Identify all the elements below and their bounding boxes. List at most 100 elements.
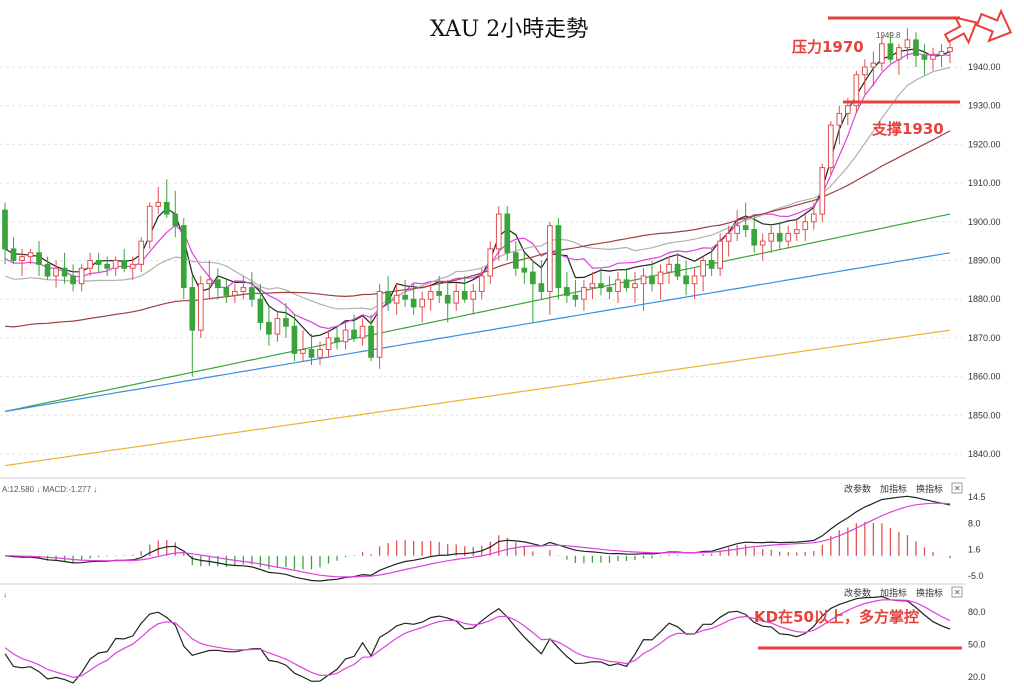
macd-y-ticks: 14.5 8.0 1.6 -5.0	[968, 492, 986, 581]
candle-body	[879, 43, 885, 64]
kd-y-ticks: 80.0 50.0 20.0	[968, 607, 986, 682]
candle-body	[581, 287, 587, 300]
macd-toolbar: 改参数 加指标 换指标 ✕	[844, 482, 963, 495]
y-tick-label: 1880.00	[968, 294, 1001, 304]
candle-body	[793, 229, 800, 234]
macd-y-tick-label: 8.0	[968, 518, 981, 528]
top-price-label: 1949.8	[876, 31, 901, 40]
candle-body	[368, 325, 374, 358]
candle-body	[844, 105, 851, 114]
candle-body	[189, 287, 196, 331]
ma-line	[4, 329, 951, 467]
candle-body	[930, 54, 936, 60]
candle-body	[640, 275, 647, 285]
arrow-right-icon	[943, 16, 978, 45]
change-params-button[interactable]: 改参数	[844, 587, 871, 599]
ma-line	[4, 213, 951, 412]
y-tick-label: 1930.00	[968, 101, 1001, 111]
candle-body	[683, 275, 689, 285]
candle-body	[742, 225, 749, 231]
candle-body	[495, 213, 502, 250]
kd-arrow-icon: ↓	[3, 590, 7, 599]
y-tick-label: 1910.00	[968, 178, 1001, 188]
candle-body	[734, 225, 741, 234]
support-label: 支撑1930	[871, 120, 944, 138]
macd-header: A:12.580 ↓ MACD:-1.277 ↓	[2, 485, 97, 494]
candle-body	[862, 66, 868, 76]
candle-body	[657, 271, 664, 285]
kd-y-tick-label: 50.0	[968, 640, 986, 650]
ma-line	[4, 66, 951, 311]
close-icon[interactable]	[951, 482, 963, 494]
candle-body	[95, 260, 102, 265]
y-tick-label: 1890.00	[968, 256, 1001, 266]
y-tick-label: 1860.00	[968, 372, 1001, 382]
candle-body	[317, 349, 323, 358]
macd-y-tick-label: -5.0	[968, 571, 984, 581]
candle-body	[853, 74, 860, 107]
candle-body	[802, 221, 809, 231]
candle-body	[538, 283, 545, 292]
candle-body	[870, 62, 877, 68]
candle-body	[606, 287, 613, 292]
candle-body	[529, 271, 536, 285]
price-grid	[0, 66, 962, 455]
moving-average-lines	[4, 48, 951, 467]
candle-body	[351, 329, 357, 339]
candle-body	[768, 232, 775, 242]
candle-body	[61, 267, 68, 277]
candle-body	[444, 294, 451, 304]
candle-body	[249, 287, 255, 300]
candle-body	[904, 39, 911, 49]
candle-body	[913, 39, 919, 56]
macd-dea-line	[4, 502, 951, 578]
y-tick-label: 1850.00	[968, 410, 1001, 420]
switch-indicator-button[interactable]: 换指标	[916, 483, 943, 495]
ma-line	[4, 48, 951, 338]
candle-body	[78, 267, 85, 285]
candle-body	[334, 337, 340, 343]
candle-body	[385, 290, 391, 304]
candle-body	[240, 287, 247, 292]
candle-body	[266, 321, 272, 335]
candle-body	[666, 263, 672, 273]
candle-body	[283, 318, 289, 327]
y-tick-label: 1870.00	[968, 333, 1001, 343]
candle-body	[146, 205, 153, 242]
candle-body	[87, 260, 93, 269]
macd-series	[4, 495, 951, 582]
switch-indicator-button[interactable]: 换指标	[916, 587, 943, 599]
add-indicator-button[interactable]: 加指标	[880, 483, 907, 495]
candle-body	[564, 287, 570, 296]
candle-body	[359, 325, 366, 339]
candle-body	[180, 225, 187, 289]
candle-body	[2, 209, 8, 250]
resistance-label: 压力1970	[792, 38, 864, 56]
y-tick-label: 1900.00	[968, 217, 1001, 227]
ma-line	[4, 252, 951, 412]
candle-body	[700, 260, 706, 277]
macd-y-tick-label: 1.6	[968, 544, 981, 554]
candle-body	[274, 318, 281, 335]
candle-body	[300, 349, 306, 354]
candle-body	[461, 290, 468, 300]
close-label: ✕	[954, 588, 961, 597]
add-indicator-button[interactable]: 加指标	[880, 587, 907, 599]
candle-body	[291, 325, 298, 354]
candle-body	[555, 225, 562, 289]
candle-body	[163, 201, 170, 215]
candle-body	[623, 279, 630, 289]
close-icon[interactable]	[951, 586, 963, 598]
price-y-ticks: 1940.00 1930.00 1920.00 1910.00 1900.00 1890.…	[968, 62, 1001, 459]
candle-body	[138, 240, 145, 265]
candle-body	[589, 283, 596, 289]
candle-body	[308, 349, 315, 358]
candle-body	[206, 279, 213, 285]
ma-line	[4, 130, 951, 328]
candle-body	[938, 51, 945, 56]
candle-body	[376, 290, 383, 358]
candle-body	[129, 263, 136, 269]
candle-body	[827, 124, 834, 169]
change-params-button[interactable]: 改参数	[844, 483, 871, 495]
chart-title: XAU 2小時走勢	[430, 17, 588, 42]
